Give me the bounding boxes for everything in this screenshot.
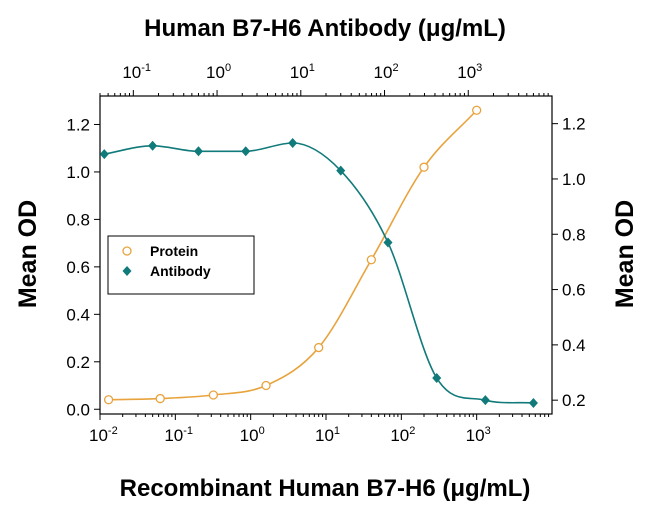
point-protein <box>103 395 114 405</box>
point-protein <box>472 105 482 115</box>
point-antibody <box>148 140 158 151</box>
point-protein <box>208 390 219 400</box>
point-antibody <box>336 165 346 176</box>
point-antibody <box>193 146 203 157</box>
point-antibody <box>241 146 251 157</box>
x-top-tick-label: 100 <box>206 62 231 82</box>
y-left-tick-label: 0.2 <box>66 353 90 372</box>
legend-marker-antibody <box>122 266 132 276</box>
y-left-tick-label: 0.4 <box>66 305 90 324</box>
fit-curve-protein <box>108 109 478 401</box>
x-axis-label: Recombinant Human B7-H6 (μg/mL) <box>120 475 531 502</box>
x-top-tick-label: 101 <box>290 62 315 82</box>
y-right-tick-label: 0.4 <box>562 336 586 355</box>
point-antibody <box>99 149 109 160</box>
point-protein <box>366 255 377 265</box>
axis-ticks: 10-2 10-1 100 101 102 103 10-1 100 101 102 103 0.0 0… <box>66 62 585 445</box>
x-top-tick-label: 10-1 <box>122 62 151 82</box>
legend-label-protein: Protein <box>150 243 198 259</box>
point-antibody <box>528 397 538 408</box>
point-protein <box>419 162 429 172</box>
point-protein <box>314 342 324 353</box>
point-antibody <box>288 138 298 149</box>
point-protein <box>155 393 165 404</box>
point-antibody <box>383 237 393 248</box>
x-bottom-tick-label: 10-1 <box>164 425 193 445</box>
x-top-tick-label: 103 <box>457 62 482 82</box>
y-left-tick-label: 0.6 <box>66 258 90 277</box>
y-right-tick-label: 1.0 <box>562 170 586 189</box>
y-left-tick-label: 0.8 <box>66 210 90 229</box>
x-top-tick-label: 102 <box>374 62 399 82</box>
y-left-tick-label: 1.2 <box>66 115 90 134</box>
y-right-tick-label: 0.2 <box>562 391 586 410</box>
point-antibody <box>432 373 442 384</box>
x-bottom-tick-label: 102 <box>390 425 415 445</box>
legend-label-antibody: Antibody <box>150 263 211 279</box>
x-bottom-tick-label: 10-2 <box>89 425 118 445</box>
point-protein <box>261 380 271 391</box>
y-axis-label-right: Mean OD <box>611 200 639 308</box>
legend: Protein Antibody <box>107 235 255 295</box>
chart-title: Human B7-H6 Antibody (μg/mL) <box>144 15 506 42</box>
y-right-tick-label: 0.6 <box>562 281 586 300</box>
legend-box <box>107 235 255 295</box>
y-left-tick-label: 0.0 <box>66 400 90 419</box>
legend-marker-protein <box>122 246 132 256</box>
y-left-tick-label: 1.0 <box>66 163 90 182</box>
y-right-tick-label: 0.8 <box>562 225 586 244</box>
y-axis-label-left: Mean OD <box>14 200 42 308</box>
x-bottom-tick-label: 100 <box>240 425 265 445</box>
x-bottom-tick-label: 101 <box>315 425 340 445</box>
point-antibody <box>480 395 490 406</box>
data-points <box>99 105 538 408</box>
y-right-tick-label: 1.2 <box>562 115 586 134</box>
x-bottom-tick-label: 103 <box>466 425 491 445</box>
